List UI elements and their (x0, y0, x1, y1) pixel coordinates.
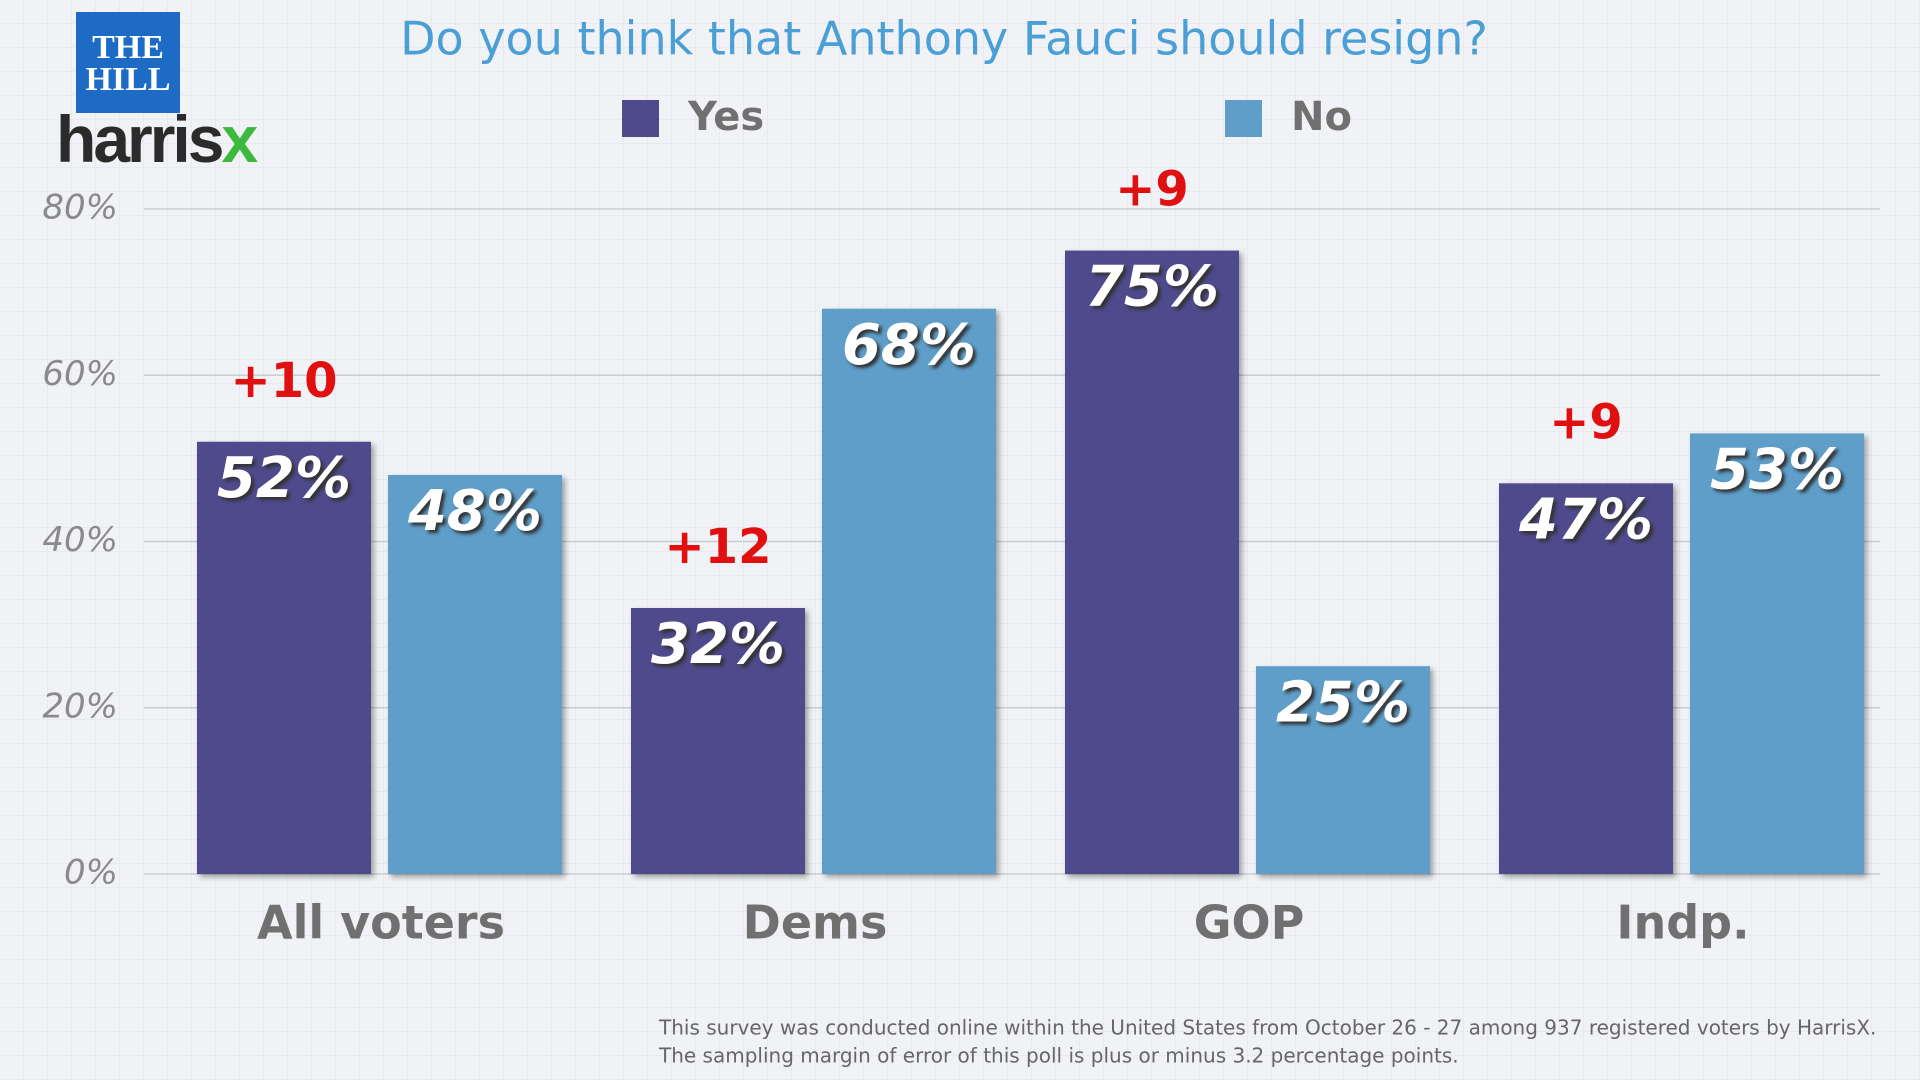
logo-brand-name: harris (56, 102, 222, 176)
bar (822, 308, 996, 874)
footnote: The sampling margin of error of this pol… (658, 1044, 1459, 1068)
value-label: 47% (1518, 487, 1653, 552)
logo-text: HILL (85, 61, 170, 98)
y-tick-label: 40% (42, 520, 118, 560)
y-tick-label: 20% (42, 686, 118, 726)
margin-label: +9 (1549, 394, 1623, 450)
y-tick-label: 80% (42, 188, 118, 228)
margin-label: +9 (1115, 162, 1189, 218)
value-label: 48% (407, 479, 542, 544)
y-tick-label: 60% (42, 354, 118, 394)
value-label: 53% (1710, 438, 1844, 503)
logo-box (76, 12, 180, 113)
legend-label: Yes (687, 94, 764, 140)
logo-text: THE (92, 29, 164, 66)
bar (197, 441, 371, 874)
logo-brand: harrisx (56, 102, 258, 176)
bar (1065, 250, 1239, 874)
value-label: 32% (651, 612, 785, 677)
value-label: 75% (1085, 255, 1219, 320)
x-tick-label: All voters (257, 896, 505, 950)
x-tick-label: Indp. (1616, 896, 1749, 950)
x-tick-label: Dems (743, 896, 888, 950)
logo-brand-mark: x (221, 102, 258, 176)
value-label: 68% (842, 313, 976, 378)
bar (1256, 666, 1430, 874)
bar (1690, 433, 1864, 874)
margin-label: +12 (664, 519, 771, 575)
legend-label: No (1291, 94, 1352, 140)
legend-swatch (1225, 100, 1262, 137)
footnote: This survey was conducted online within … (658, 1016, 1876, 1040)
bar (631, 608, 805, 874)
bar (388, 475, 562, 874)
legend-swatch (622, 100, 659, 137)
chart-title: Do you think that Anthony Fauci should r… (400, 12, 1488, 66)
x-tick-label: GOP (1194, 896, 1305, 950)
y-tick-label: 0% (64, 853, 118, 893)
value-label: 52% (217, 446, 351, 511)
value-label: 25% (1276, 670, 1410, 735)
bar (1499, 483, 1673, 874)
margin-label: +10 (230, 353, 337, 409)
